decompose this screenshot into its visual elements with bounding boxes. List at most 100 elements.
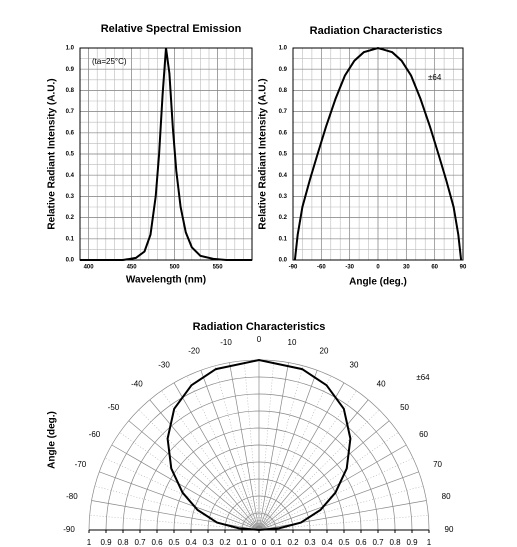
annotation: ±64	[428, 73, 442, 82]
y-tick-label: 1.0	[66, 46, 75, 52]
grid-line	[258, 362, 289, 531]
angle-tick-label: 50	[400, 403, 409, 412]
y-tick-label: 0.2	[66, 215, 75, 221]
angle-tick-label: -80	[66, 492, 78, 501]
x-tick-label: -60	[317, 265, 326, 271]
y-tick-label: 1.0	[279, 46, 288, 52]
grid-line	[258, 500, 427, 531]
grid-line	[258, 399, 369, 531]
r-tick-label: 0.1	[236, 538, 248, 547]
r-tick-label: 0.7	[134, 538, 146, 547]
y-axis-label: Relative Radiant Intensity (A.U.)	[47, 78, 58, 229]
y-tick-label: 0.1	[279, 236, 288, 242]
x-tick-label: 90	[460, 265, 467, 271]
r-tick-label: 0.3	[202, 538, 214, 547]
y-tick-label: 0.4	[279, 173, 288, 179]
grid-line	[258, 471, 419, 531]
x-tick-label: -90	[289, 265, 298, 271]
angle-tick-label: -90	[63, 525, 75, 534]
r-tick-label: 0.8	[389, 538, 401, 547]
y-tick-label: 0.8	[66, 88, 75, 94]
x-tick-label: 550	[213, 265, 224, 271]
r-tick-label: 0.7	[372, 538, 384, 547]
x-tick-label: 500	[170, 265, 181, 271]
angle-tick-label: 80	[442, 492, 451, 501]
r-tick-label: 0.6	[355, 538, 367, 547]
x-tick-label: 30	[403, 265, 410, 271]
grid-line	[149, 399, 260, 531]
data-line	[293, 46, 463, 261]
r-tick-label: 0.3	[304, 538, 316, 547]
angle-tick-label: 30	[350, 361, 359, 370]
grid-line	[258, 420, 390, 531]
angle-tick-label: -30	[158, 361, 170, 370]
angle-tick-label: 10	[288, 338, 297, 347]
x-tick-label: 0	[376, 265, 380, 271]
r-tick-label: 0.4	[321, 538, 333, 547]
grid-line	[258, 444, 407, 531]
angle-tick-label: 20	[320, 347, 329, 356]
r-tick-label: 1	[427, 538, 432, 547]
grid-line	[99, 471, 260, 531]
r-tick-label: 0.9	[100, 538, 112, 547]
grid-line	[91, 500, 260, 531]
r-tick-label: 0.8	[117, 538, 129, 547]
y-tick-label: 0.6	[279, 130, 288, 136]
r-tick-label: 0.1	[270, 538, 282, 547]
y-tick-label: 0.1	[66, 236, 75, 242]
angle-tick-label: -40	[131, 380, 143, 389]
r-tick-label: 0.2	[219, 538, 231, 547]
y-tick-label: 0.7	[279, 109, 288, 115]
r-tick-label: 0.9	[406, 538, 418, 547]
y-tick-label: 0.9	[66, 67, 75, 73]
y-axis-label: Angle (deg.)	[47, 411, 58, 469]
minor-grid-line	[258, 365, 304, 531]
angle-tick-label: -60	[89, 430, 101, 439]
angle-tick-label: 0	[257, 335, 262, 344]
r-tick-label: 0	[262, 538, 267, 547]
x-tick-label: 60	[431, 265, 438, 271]
y-tick-label: 0.8	[279, 88, 288, 94]
y-tick-label: 0.6	[66, 130, 75, 136]
annotation: ±64	[416, 373, 430, 382]
y-tick-label: 0.0	[279, 258, 288, 264]
r-tick-label: 0	[252, 538, 257, 547]
r-tick-label: 0.4	[185, 538, 197, 547]
angle-tick-label: -20	[188, 347, 200, 356]
y-tick-label: 0.5	[66, 152, 75, 158]
minor-grid-line	[258, 485, 424, 531]
angle-tick-label: -70	[75, 460, 87, 469]
y-tick-label: 0.7	[66, 109, 75, 115]
annotation: (ta=25°C)	[92, 57, 127, 66]
angle-tick-label: -50	[108, 403, 120, 412]
data-line	[166, 358, 352, 531]
data-line	[80, 47, 252, 261]
chart-title: Radiation Characteristics	[193, 321, 326, 333]
r-tick-label: 0.6	[151, 538, 163, 547]
r-tick-label: 0.5	[338, 538, 350, 547]
x-tick-label: -30	[345, 265, 354, 271]
y-axis-label: Relative Radiant Intensity (A.U.)	[258, 78, 269, 229]
x-axis-label: Angle (deg.)	[349, 277, 407, 288]
minor-grid-line	[94, 485, 260, 531]
chart-title: Relative Spectral Emission	[101, 23, 242, 35]
grid-line	[258, 382, 345, 531]
y-tick-label: 0.3	[66, 194, 75, 200]
r-tick-label: 0.5	[168, 538, 180, 547]
r-tick-label: 1	[87, 538, 92, 547]
angle-tick-label: 90	[445, 525, 454, 534]
y-tick-label: 0.3	[279, 194, 288, 200]
x-axis-label: Wavelength (nm)	[126, 275, 206, 286]
grid-line	[173, 382, 260, 531]
grid-line	[111, 444, 260, 531]
grid-line	[128, 420, 260, 531]
y-tick-label: 0.0	[66, 258, 75, 264]
angle-tick-label: 40	[377, 380, 386, 389]
angle-tick-label: 60	[419, 430, 428, 439]
y-tick-label: 0.9	[279, 67, 288, 73]
y-tick-label: 0.2	[279, 215, 288, 221]
grid-line	[200, 370, 260, 531]
angle-tick-label: 70	[433, 460, 442, 469]
chart-title: Radiation Characteristics	[310, 25, 443, 37]
